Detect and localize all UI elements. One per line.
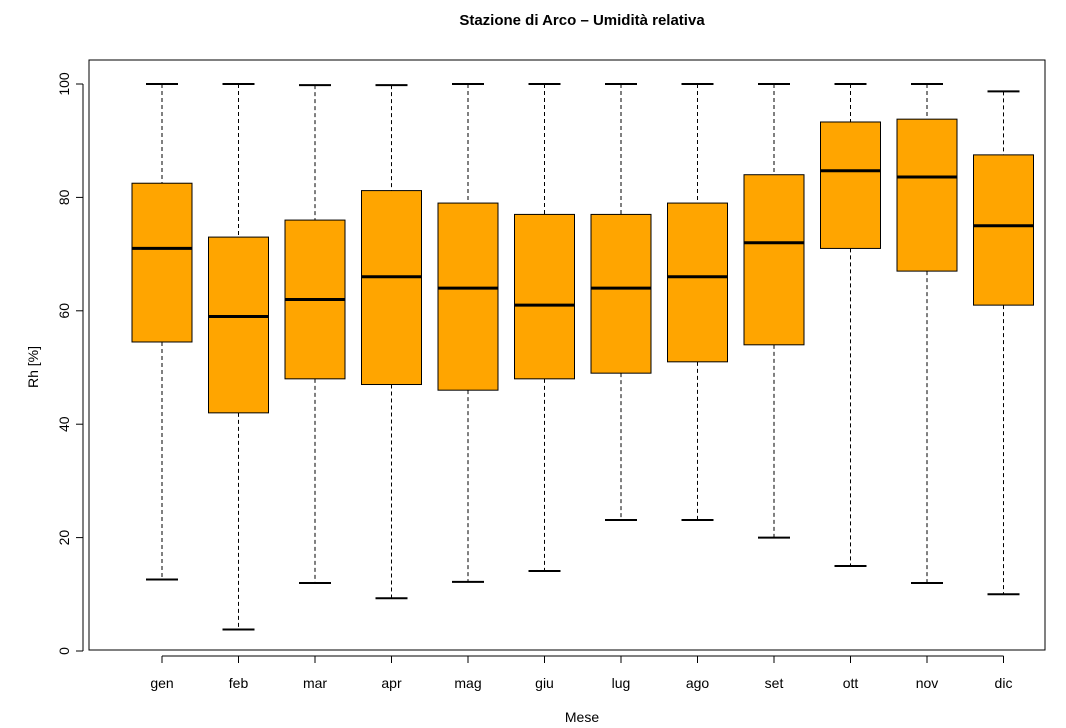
chart-title: Stazione di Arco – Umidità relativa [459, 12, 705, 29]
iqr-box [437, 202, 499, 391]
box-dic [973, 90, 1034, 596]
y-tick-label: 100 [56, 72, 72, 96]
iqr-box [361, 190, 422, 386]
iqr-box [514, 213, 575, 380]
y-tick-label: 40 [56, 416, 72, 432]
x-tick-label: mar [303, 675, 327, 691]
box-feb [208, 83, 269, 631]
box-ott [820, 83, 881, 567]
box-apr [361, 84, 422, 600]
iqr-box [820, 121, 881, 249]
x-tick-label: feb [229, 675, 249, 691]
x-tick-label: ago [686, 675, 710, 691]
y-tick-label: 0 [56, 647, 72, 655]
iqr-box [973, 154, 1034, 306]
y-tick-label: 20 [56, 530, 72, 546]
box-mag [437, 83, 499, 583]
box-lug [590, 83, 652, 522]
y-axis: 0 20 40 60 80 100 [56, 72, 84, 655]
box-ago [667, 83, 728, 522]
iqr-box [667, 202, 728, 363]
x-tick-label: apr [381, 675, 402, 691]
box-giu [514, 83, 575, 573]
iqr-box [208, 236, 269, 414]
x-tick-label: lug [612, 675, 631, 691]
iqr-box [131, 182, 193, 343]
y-tick-label: 60 [56, 303, 72, 319]
x-tick-label: dic [995, 675, 1013, 691]
x-axis-label: Mese [565, 709, 599, 725]
x-axis: gen feb mar apr mag giu lug ago set ott nov dic [150, 655, 1013, 691]
box-mar [284, 84, 346, 584]
box-set [743, 83, 805, 539]
iqr-box [896, 118, 958, 272]
x-tick-label: ott [843, 675, 859, 691]
x-tick-label: gen [150, 675, 173, 691]
x-tick-label: giu [535, 675, 554, 691]
x-tick-label: mag [454, 675, 481, 691]
y-axis-label: Rh [%] [25, 346, 41, 388]
boxes-layer [131, 83, 1034, 631]
iqr-box [743, 174, 805, 346]
plot-frame [88, 59, 1046, 651]
box-nov [896, 83, 958, 584]
x-tick-label: nov [916, 675, 939, 691]
x-tick-label: set [765, 675, 784, 691]
box-gen [131, 83, 193, 581]
y-tick-label: 80 [56, 189, 72, 205]
iqr-box [590, 213, 652, 374]
